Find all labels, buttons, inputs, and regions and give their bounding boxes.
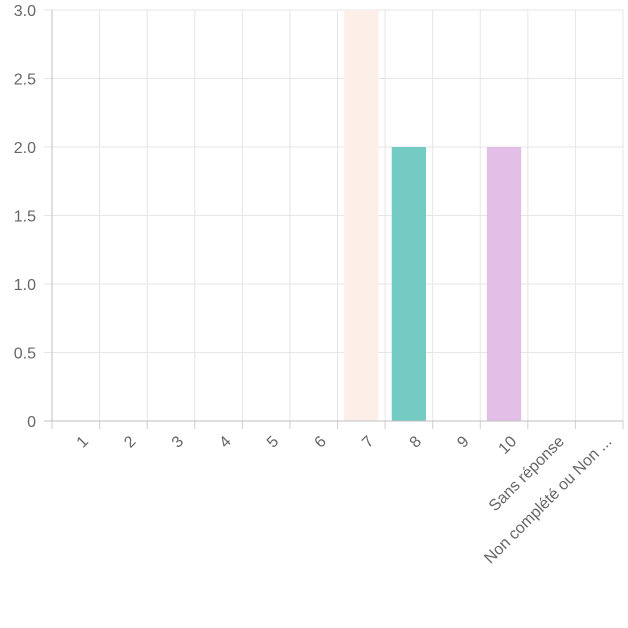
x-tick-label: 9 xyxy=(454,433,472,451)
y-tick-label: 0 xyxy=(27,414,36,431)
y-tick-label: 3.0 xyxy=(14,3,36,20)
x-tick-label: 6 xyxy=(312,433,330,451)
y-tick-label: 2.5 xyxy=(14,72,36,89)
y-axis-tick-labels: 0 0.5 1.0 1.5 2.0 2.5 3.0 xyxy=(14,3,36,431)
y-tick-label: 1.0 xyxy=(14,277,36,294)
x-tick-label: 7 xyxy=(359,433,377,451)
x-tick-label: 10 xyxy=(496,433,521,458)
y-tick-label: 1.5 xyxy=(14,209,36,226)
y-tick-label: 2.0 xyxy=(14,140,36,157)
bar-8 xyxy=(391,147,427,421)
bar-7 xyxy=(344,10,379,421)
vertical-gridlines xyxy=(51,10,624,429)
x-tick-label: 4 xyxy=(216,433,234,451)
y-tick-label: 0.5 xyxy=(14,346,36,363)
x-tick-label: 1 xyxy=(74,433,92,451)
horizontal-gridlines xyxy=(44,9,623,422)
x-tick-label: 8 xyxy=(407,433,425,451)
x-tick-label: 2 xyxy=(121,433,139,451)
x-tick-label: 3 xyxy=(169,433,187,451)
bars-group xyxy=(344,10,522,421)
x-tick-label: 5 xyxy=(264,433,282,451)
bar-10 xyxy=(486,147,522,421)
axes-group xyxy=(44,10,623,422)
